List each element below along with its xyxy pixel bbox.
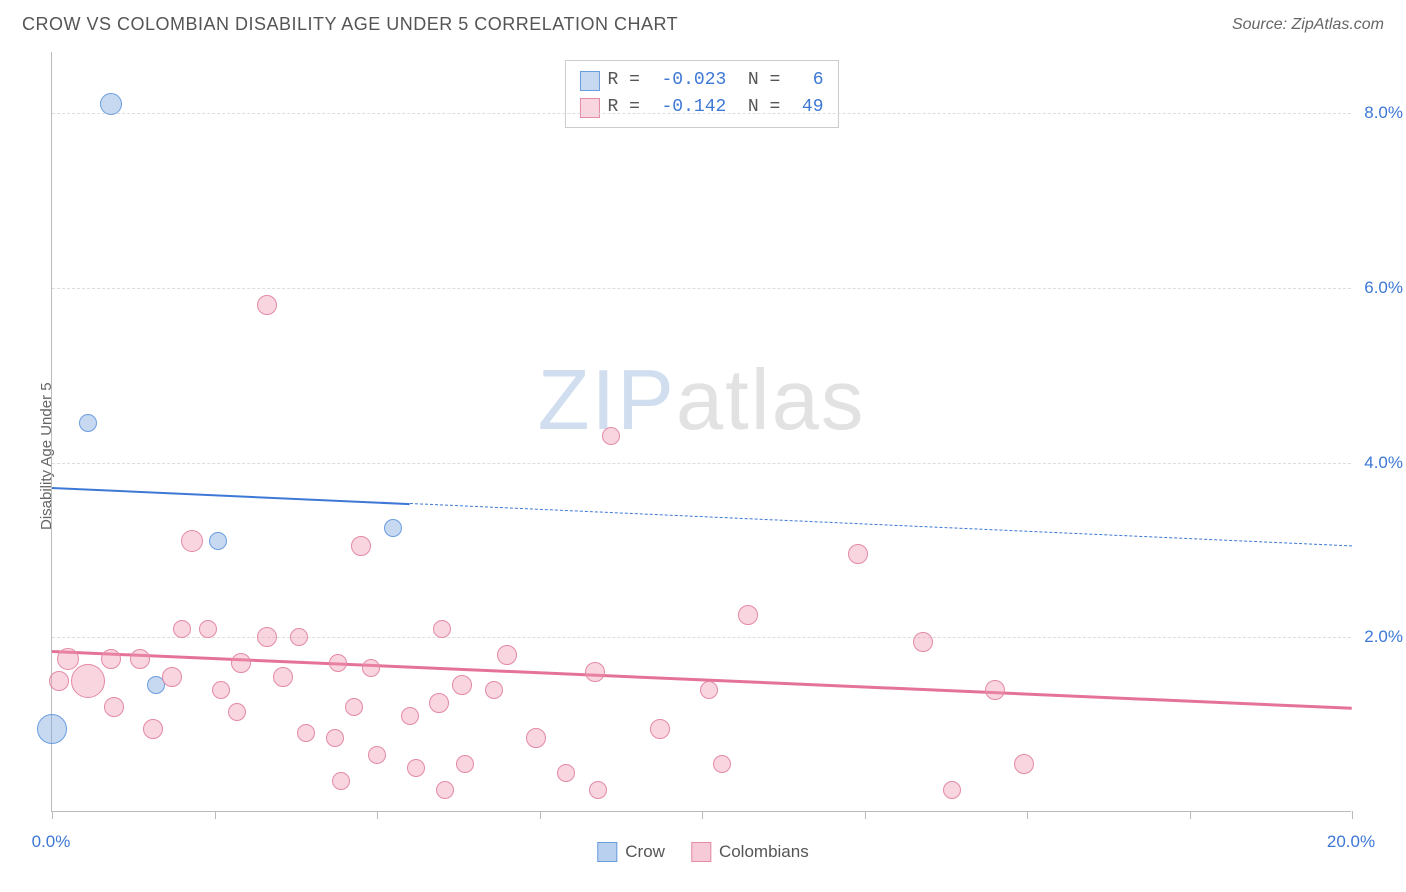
data-point xyxy=(199,620,217,638)
gridline xyxy=(52,288,1351,289)
chart-title: CROW VS COLOMBIAN DISABILITY AGE UNDER 5… xyxy=(22,14,678,35)
data-point xyxy=(162,667,182,687)
data-point xyxy=(913,632,933,652)
data-point xyxy=(557,764,575,782)
data-point xyxy=(173,620,191,638)
data-point xyxy=(602,427,620,445)
data-point xyxy=(985,680,1005,700)
data-point xyxy=(71,664,105,698)
data-point xyxy=(401,707,419,725)
x-tick xyxy=(215,811,216,819)
data-point xyxy=(526,728,546,748)
data-point xyxy=(362,659,380,677)
data-point xyxy=(37,714,67,744)
chart-source: Source: ZipAtlas.com xyxy=(1232,16,1384,34)
data-point xyxy=(332,772,350,790)
gridline xyxy=(52,113,1351,114)
legend-swatch xyxy=(691,842,711,862)
legend-stats-row: R = -0.023 N = 6 xyxy=(579,67,823,94)
x-tick xyxy=(377,811,378,819)
x-tick xyxy=(540,811,541,819)
gridline xyxy=(52,463,1351,464)
legend-stats-row: R = -0.142 N = 49 xyxy=(579,94,823,121)
watermark: ZIPatlas xyxy=(538,352,866,450)
data-point xyxy=(585,662,605,682)
legend-swatch xyxy=(597,842,617,862)
x-tick xyxy=(1027,811,1028,819)
legend-swatch xyxy=(579,71,599,91)
data-point xyxy=(101,649,121,669)
legend-item: Colombians xyxy=(691,842,809,862)
watermark-part2: atlas xyxy=(676,353,866,448)
legend-label: Colombians xyxy=(719,842,809,862)
y-tick-label: 6.0% xyxy=(1364,278,1403,298)
y-tick-label: 8.0% xyxy=(1364,103,1403,123)
legend-stats-text: R = -0.142 N = 49 xyxy=(607,94,823,121)
x-tick xyxy=(865,811,866,819)
y-tick-label: 2.0% xyxy=(1364,627,1403,647)
data-point xyxy=(181,530,203,552)
x-tick xyxy=(52,811,53,819)
data-point xyxy=(212,681,230,699)
data-point xyxy=(485,681,503,699)
legend-stats-text: R = -0.023 N = 6 xyxy=(607,67,823,94)
data-point xyxy=(351,536,371,556)
legend-swatch xyxy=(579,98,599,118)
data-point xyxy=(436,781,454,799)
data-point xyxy=(297,724,315,742)
data-point xyxy=(143,719,163,739)
y-tick-label: 4.0% xyxy=(1364,453,1403,473)
data-point xyxy=(407,759,425,777)
gridline xyxy=(52,637,1351,638)
data-point xyxy=(384,519,402,537)
data-point xyxy=(433,620,451,638)
data-point xyxy=(429,693,449,713)
data-point xyxy=(49,671,69,691)
trend-line xyxy=(52,487,410,505)
chart-header: CROW VS COLOMBIAN DISABILITY AGE UNDER 5… xyxy=(0,0,1406,41)
legend-item: Crow xyxy=(597,842,665,862)
data-point xyxy=(713,755,731,773)
data-point xyxy=(848,544,868,564)
data-point xyxy=(57,648,79,670)
data-point xyxy=(100,93,122,115)
data-point xyxy=(329,654,347,672)
trend-line xyxy=(409,503,1352,546)
legend-stats: R = -0.023 N = 6R = -0.142 N = 49 xyxy=(564,60,838,128)
data-point xyxy=(257,295,277,315)
data-point xyxy=(368,746,386,764)
x-tick-label: 20.0% xyxy=(1327,832,1375,852)
data-point xyxy=(130,649,150,669)
data-point xyxy=(452,675,472,695)
data-point xyxy=(345,698,363,716)
data-point xyxy=(228,703,246,721)
data-point xyxy=(700,681,718,699)
data-point xyxy=(231,653,251,673)
data-point xyxy=(326,729,344,747)
data-point xyxy=(257,627,277,647)
data-point xyxy=(273,667,293,687)
data-point xyxy=(209,532,227,550)
x-tick xyxy=(1352,811,1353,819)
data-point xyxy=(589,781,607,799)
data-point xyxy=(456,755,474,773)
data-point xyxy=(497,645,517,665)
legend-series: Crow Colombians xyxy=(597,842,808,862)
x-tick xyxy=(702,811,703,819)
data-point xyxy=(290,628,308,646)
data-point xyxy=(1014,754,1034,774)
x-tick-label: 0.0% xyxy=(32,832,71,852)
data-point xyxy=(650,719,670,739)
data-point xyxy=(738,605,758,625)
data-point xyxy=(79,414,97,432)
data-point xyxy=(943,781,961,799)
chart-plot-area: ZIPatlas R = -0.023 N = 6R = -0.142 N = … xyxy=(51,52,1351,812)
data-point xyxy=(104,697,124,717)
x-tick xyxy=(1190,811,1191,819)
legend-label: Crow xyxy=(625,842,665,862)
